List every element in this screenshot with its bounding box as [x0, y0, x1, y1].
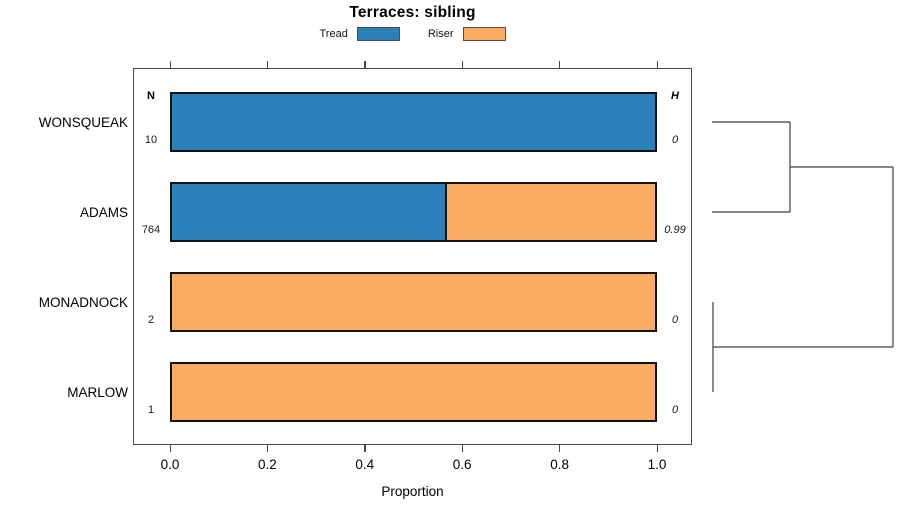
- n-value: 764: [141, 224, 161, 236]
- dendrogram: [712, 121, 894, 392]
- x-tick-bottom: [364, 445, 366, 452]
- h-value: 0: [671, 134, 679, 146]
- x-tick-label: 0.2: [258, 457, 277, 472]
- h-value: 0: [671, 404, 679, 416]
- chart-title: Terraces: sibling: [349, 4, 476, 21]
- bar-monadnock: [170, 272, 657, 332]
- legend: Tread Riser: [133, 25, 692, 43]
- bar-segment-tread: [172, 184, 445, 240]
- x-tick-top: [559, 61, 561, 68]
- legend-item-tread: Tread: [320, 27, 400, 41]
- bar-segment-riser: [444, 184, 655, 240]
- x-tick-label: 0.4: [355, 457, 375, 472]
- x-tick-bottom: [656, 445, 658, 452]
- n-value: 10: [144, 134, 158, 146]
- x-tick-label: 0.8: [550, 457, 569, 472]
- n-value: 2: [147, 314, 155, 326]
- x-tick-bottom: [559, 445, 561, 452]
- legend-item-riser: Riser: [428, 27, 506, 41]
- row-label: MONADNOCK: [38, 295, 128, 310]
- row-label: ADAMS: [79, 205, 128, 220]
- legend-swatch-riser: [462, 27, 506, 41]
- row-label: WONSQUEAK: [38, 115, 128, 130]
- legend-swatch-tread: [356, 27, 400, 41]
- x-axis-label: Proportion: [381, 484, 444, 499]
- x-tick-bottom: [266, 445, 269, 452]
- h-column-header: H: [671, 90, 679, 102]
- n-column-header: N: [147, 90, 155, 102]
- bar-adams: [170, 182, 657, 242]
- x-tick-top: [169, 61, 171, 68]
- bar-segment-riser: [172, 364, 655, 420]
- legend-label: Tread: [319, 28, 348, 40]
- x-tick-top: [266, 61, 269, 68]
- row-label: MARLOW: [67, 385, 128, 400]
- h-value: 0.99: [664, 224, 686, 236]
- bar-marlow: [170, 362, 657, 422]
- x-tick-top: [364, 61, 366, 68]
- x-tick-top: [656, 61, 658, 68]
- bar-segment-riser: [172, 274, 655, 330]
- bar-segment-tread: [172, 94, 655, 150]
- x-tick-top: [461, 61, 463, 68]
- n-value: 1: [147, 404, 155, 416]
- x-tick-label: 0.6: [452, 457, 472, 472]
- x-tick-bottom: [461, 445, 463, 452]
- x-tick-label: 0.0: [160, 457, 180, 472]
- legend-label: Riser: [427, 28, 454, 40]
- x-tick-label: 1.0: [647, 457, 667, 472]
- bar-wonsqueak: [170, 92, 657, 152]
- h-value: 0: [671, 314, 679, 326]
- x-tick-bottom: [169, 445, 171, 452]
